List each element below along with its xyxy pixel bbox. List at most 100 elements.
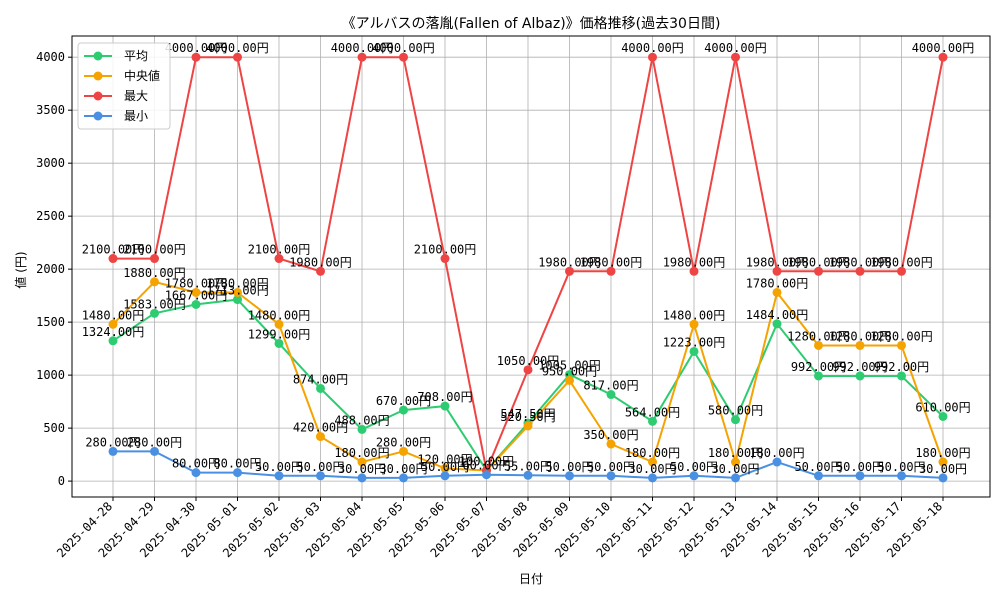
data-point [191,299,201,309]
data-point [648,52,657,62]
data-label: 50.00円 [877,460,925,474]
y-axis-ticks: 0 500 1000 1500 2000 2500 3000 3500 4000 [36,50,72,488]
data-point [440,471,450,481]
data-point [108,254,118,264]
data-label: 1980.00円 [746,255,809,269]
data-point [191,468,201,478]
data-label: 1280.00円 [829,329,892,343]
data-label: 1480.00円 [248,308,311,322]
data-point [731,415,740,425]
legend-item: 最大 [84,89,148,103]
data-point [482,470,491,480]
legend-item: 中央値 [84,68,160,83]
chart-title: 《アルバスの落胤(Fallen of Albaz)》価格推移(過去30日間) [342,16,721,32]
data-point [689,266,699,276]
data-label: 50.00円 [296,460,344,474]
data-label: 280.00円 [85,435,140,449]
data-point [523,470,533,480]
legend-box [77,42,171,130]
data-point [897,340,906,350]
data-point [938,52,948,62]
data-label: 1780.00円 [206,276,269,290]
data-label: 180.00円 [749,446,804,460]
data-label: 670.00円 [376,394,431,408]
data-point [648,473,657,483]
data-point [772,266,782,276]
data-label: 30.00円 [379,462,427,476]
data-point [274,471,284,481]
x-axis-title: 日付 [519,572,543,586]
data-point [150,446,159,456]
legend-item: 最小 [84,109,148,123]
data-point [772,287,782,297]
data-point [814,471,823,481]
data-point [150,308,159,318]
data-label: 1980.00円 [829,255,892,269]
data-point [731,52,740,62]
data-label: 30.00円 [919,462,967,476]
data-label: 1880.00円 [123,266,186,280]
data-label: 1280.00円 [787,329,850,343]
data-point [233,295,242,305]
data-point [814,266,823,276]
data-label: 1980.00円 [289,255,352,269]
plot-frame [71,35,991,498]
data-point [399,446,408,456]
data-point [274,319,284,329]
data-label: 180.00円 [334,446,389,460]
data-label: 992.00円 [874,360,929,374]
data-point [150,277,159,287]
data-label: 580.00円 [708,404,763,418]
data-point [772,319,782,329]
data-point [150,254,159,264]
y-tick-label: 4000 [36,50,65,64]
data-label: 50.00円 [794,460,842,474]
data-point [731,473,740,483]
data-point [606,266,616,276]
data-point [897,471,906,481]
data-label: 50.00円 [421,460,469,474]
data-point [855,371,865,381]
data-label: 1005.00円 [538,359,601,373]
legend-label: 中央値 [124,68,160,83]
data-label: 1713.00円 [206,284,269,298]
data-point [440,463,450,473]
data-label: 4000.00円 [912,41,975,55]
data-point [440,254,450,264]
data-point [689,471,699,481]
data-point [606,439,616,449]
data-point [523,421,533,431]
data-point [274,254,284,264]
data-point [316,266,325,276]
legend-swatch-marker [93,71,103,81]
data-label: 708.00円 [417,390,472,404]
data-label: 60.00円 [462,459,510,473]
data-label: 992.00円 [832,360,887,374]
y-axis-title: 値 (円) [13,251,28,288]
data-point [772,457,782,467]
data-label: 80.00円 [213,457,261,471]
y-tick-label: 3000 [36,156,65,170]
data-label: 874.00円 [293,372,348,386]
data-label: 547.50円 [500,407,555,421]
data-point [357,52,367,62]
data-label: 992.00円 [791,360,846,374]
data-label: 30.00円 [338,462,386,476]
data-point [357,424,367,434]
data-label: 50.00円 [587,460,635,474]
data-point [108,446,118,456]
data-point [440,401,450,411]
data-label: 50.00円 [545,460,593,474]
data-point [897,371,906,381]
data-label: 1667.00円 [165,288,228,302]
data-label: 30.00円 [711,462,759,476]
data-point [897,266,906,276]
data-label: 280.00円 [127,435,182,449]
data-point [233,52,242,62]
data-point [274,338,284,348]
series-layer [108,52,948,483]
legend-label: 平均 [124,49,148,63]
data-label: 1480.00円 [663,308,726,322]
data-point [357,457,367,467]
